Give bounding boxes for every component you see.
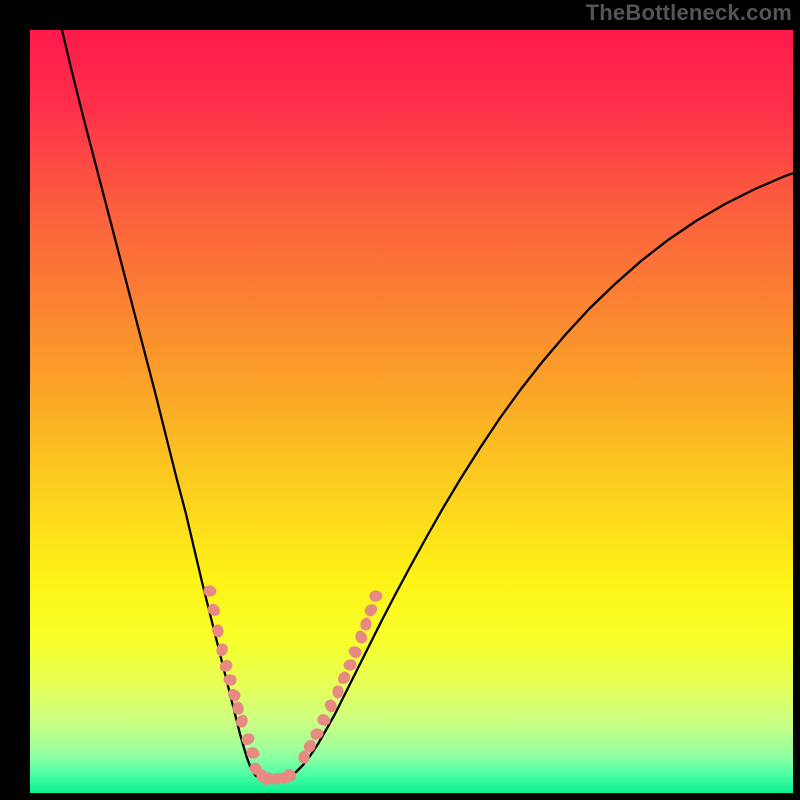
marker-point	[343, 658, 358, 671]
curve-layer	[30, 30, 793, 793]
marker-point	[332, 685, 344, 698]
marker-point	[298, 751, 309, 764]
marker-point	[231, 701, 244, 715]
marker-point	[347, 644, 363, 659]
marker-point	[204, 586, 217, 597]
plot-area	[30, 30, 793, 793]
marker-point	[369, 590, 383, 602]
marker-point	[234, 713, 249, 729]
chart-frame: TheBottleneck.com	[0, 0, 800, 800]
v-curve	[62, 30, 793, 779]
marker-point	[218, 658, 234, 674]
marker-point	[363, 602, 380, 619]
marker-point	[309, 727, 324, 741]
marker-point	[360, 617, 373, 631]
marker-point	[353, 629, 368, 645]
watermark-text: TheBottleneck.com	[586, 0, 792, 26]
